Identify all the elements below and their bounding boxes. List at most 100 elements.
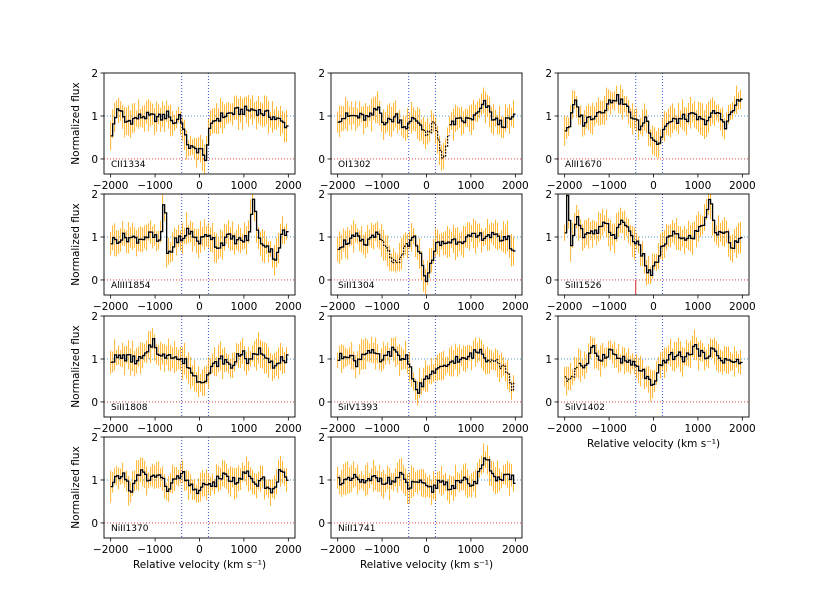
y-tick-label: 2 xyxy=(545,189,552,201)
y-tick-label: 1 xyxy=(545,111,552,123)
y-tick-label: 0 xyxy=(318,518,325,530)
plot-area xyxy=(558,194,749,295)
x-tick-label: −1000 xyxy=(137,423,173,435)
ion-label: CII1334 xyxy=(111,160,146,170)
y-tick-label: 1 xyxy=(318,111,325,123)
x-tick-label: 0 xyxy=(196,301,203,313)
plot-area xyxy=(104,316,295,417)
x-tick-label: 1000 xyxy=(458,423,485,435)
flux-step-dotted xyxy=(489,358,516,391)
panel-SiIV1402: −2000 −1000 0 1000 2000 0 1 2 SiIV1402 Relative v… xyxy=(545,311,755,450)
x-tick-label: 1000 xyxy=(458,544,485,556)
panel-SiII1526: −2000 −1000 0 1000 2000 0 1 2 SiII1526 xyxy=(545,189,756,313)
flux-step-line xyxy=(564,194,743,277)
y-tick-label: 2 xyxy=(91,189,98,201)
panel-NiII1370: −2000 −1000 0 1000 2000 0 1 2 NiII1370 Normalized… xyxy=(70,432,302,571)
plot-area xyxy=(558,73,749,174)
plot-area xyxy=(331,316,522,417)
x-tick-label: 0 xyxy=(423,423,430,435)
x-tick-label: −1000 xyxy=(591,180,627,192)
x-tick-label: 1000 xyxy=(231,544,258,556)
y-tick-label: 1 xyxy=(318,354,325,366)
x-tick-label: 1000 xyxy=(231,180,258,192)
x-tick-label: −2000 xyxy=(547,180,583,192)
flux-step-line xyxy=(110,469,289,495)
x-tick-label: −2000 xyxy=(320,544,356,556)
y-tick-label: 0 xyxy=(545,397,552,409)
ion-label: SiII1808 xyxy=(111,403,148,413)
x-tick-label: −2000 xyxy=(93,423,129,435)
panel-AlIII1854: −2000 −1000 0 1000 2000 0 1 2 AlIII1854 Normalize… xyxy=(70,189,302,313)
x-tick-label: −2000 xyxy=(320,301,356,313)
x-tick-label: −2000 xyxy=(320,180,356,192)
x-tick-label: −2000 xyxy=(93,301,129,313)
plot-area xyxy=(331,437,522,538)
y-axis-title: Normalized flux xyxy=(70,82,82,164)
plot-area xyxy=(104,194,295,295)
x-tick-label: 0 xyxy=(196,544,203,556)
x-tick-label: 0 xyxy=(650,423,657,435)
ion-label: AlII1670 xyxy=(565,160,602,170)
y-tick-label: 0 xyxy=(545,275,552,287)
ion-label: NiII1741 xyxy=(338,524,375,534)
x-tick-label: 1000 xyxy=(231,301,258,313)
flux-step-dotted xyxy=(564,366,579,382)
x-tick-label: 2000 xyxy=(729,301,756,313)
x-tick-label: 0 xyxy=(423,180,430,192)
y-tick-label: 2 xyxy=(545,68,552,80)
y-tick-label: 0 xyxy=(91,275,98,287)
y-tick-label: 1 xyxy=(91,354,98,366)
panel-AlII1670: −2000 −1000 0 1000 2000 0 1 2 AlII1670 xyxy=(545,68,755,192)
panel-CII1334: −2000 −1000 0 1000 2000 0 1 2 CII1334 Normalized … xyxy=(70,68,302,192)
y-tick-label: 1 xyxy=(545,354,552,366)
x-tick-label: 2000 xyxy=(275,301,302,313)
flux-step-line xyxy=(337,346,490,394)
x-tick-label: −2000 xyxy=(547,423,583,435)
y-tick-label: 1 xyxy=(91,475,98,487)
flux-step-line xyxy=(110,105,289,162)
x-tick-label: −2000 xyxy=(320,423,356,435)
x-tick-label: 2000 xyxy=(275,544,302,556)
x-axis-title: Relative velocity (km s⁻¹) xyxy=(360,559,493,571)
x-tick-label: −1000 xyxy=(591,301,627,313)
x-tick-label: 1000 xyxy=(458,301,485,313)
x-tick-label: 1000 xyxy=(231,423,258,435)
plot-area xyxy=(558,316,749,417)
y-tick-label: 2 xyxy=(318,189,325,201)
x-tick-label: 0 xyxy=(423,544,430,556)
panel-SiII1304: −2000 −1000 0 1000 2000 0 1 2 SiII1304 xyxy=(318,189,528,313)
y-tick-label: 0 xyxy=(91,397,98,409)
x-axis-title: Relative velocity (km s⁻¹) xyxy=(133,559,266,571)
y-tick-label: 0 xyxy=(91,154,98,166)
x-tick-label: 2000 xyxy=(275,423,302,435)
y-tick-label: 2 xyxy=(318,311,325,323)
flux-step-line xyxy=(564,94,743,145)
y-tick-label: 0 xyxy=(318,154,325,166)
x-tick-label: 1000 xyxy=(685,180,712,192)
ion-label: SiIV1393 xyxy=(338,403,378,413)
y-tick-label: 0 xyxy=(318,397,325,409)
y-axis-title: Normalized flux xyxy=(70,203,82,285)
plot-area xyxy=(331,73,522,174)
y-axis-title: Normalized flux xyxy=(70,446,82,528)
flux-step-line xyxy=(578,344,743,386)
x-axis-title: Relative velocity (km s⁻¹) xyxy=(587,438,720,450)
y-axis-title: Normalized flux xyxy=(70,325,82,407)
x-tick-label: 0 xyxy=(196,180,203,192)
x-tick-label: 2000 xyxy=(502,544,529,556)
y-tick-label: 1 xyxy=(545,232,552,244)
flux-step-dotted xyxy=(423,121,450,159)
flux-step-line xyxy=(337,457,516,493)
ion-label: AlIII1854 xyxy=(111,281,151,291)
x-tick-label: 1000 xyxy=(685,423,712,435)
panel-OI1302: −2000 −1000 0 1000 2000 0 1 2 OI1302 xyxy=(318,68,528,192)
x-tick-label: −2000 xyxy=(93,180,129,192)
plot-area xyxy=(104,73,295,174)
x-tick-label: 1000 xyxy=(458,180,485,192)
y-tick-label: 0 xyxy=(545,154,552,166)
y-tick-label: 2 xyxy=(545,311,552,323)
x-tick-label: −1000 xyxy=(137,180,173,192)
x-tick-label: −1000 xyxy=(591,423,627,435)
x-tick-label: 2000 xyxy=(502,180,529,192)
